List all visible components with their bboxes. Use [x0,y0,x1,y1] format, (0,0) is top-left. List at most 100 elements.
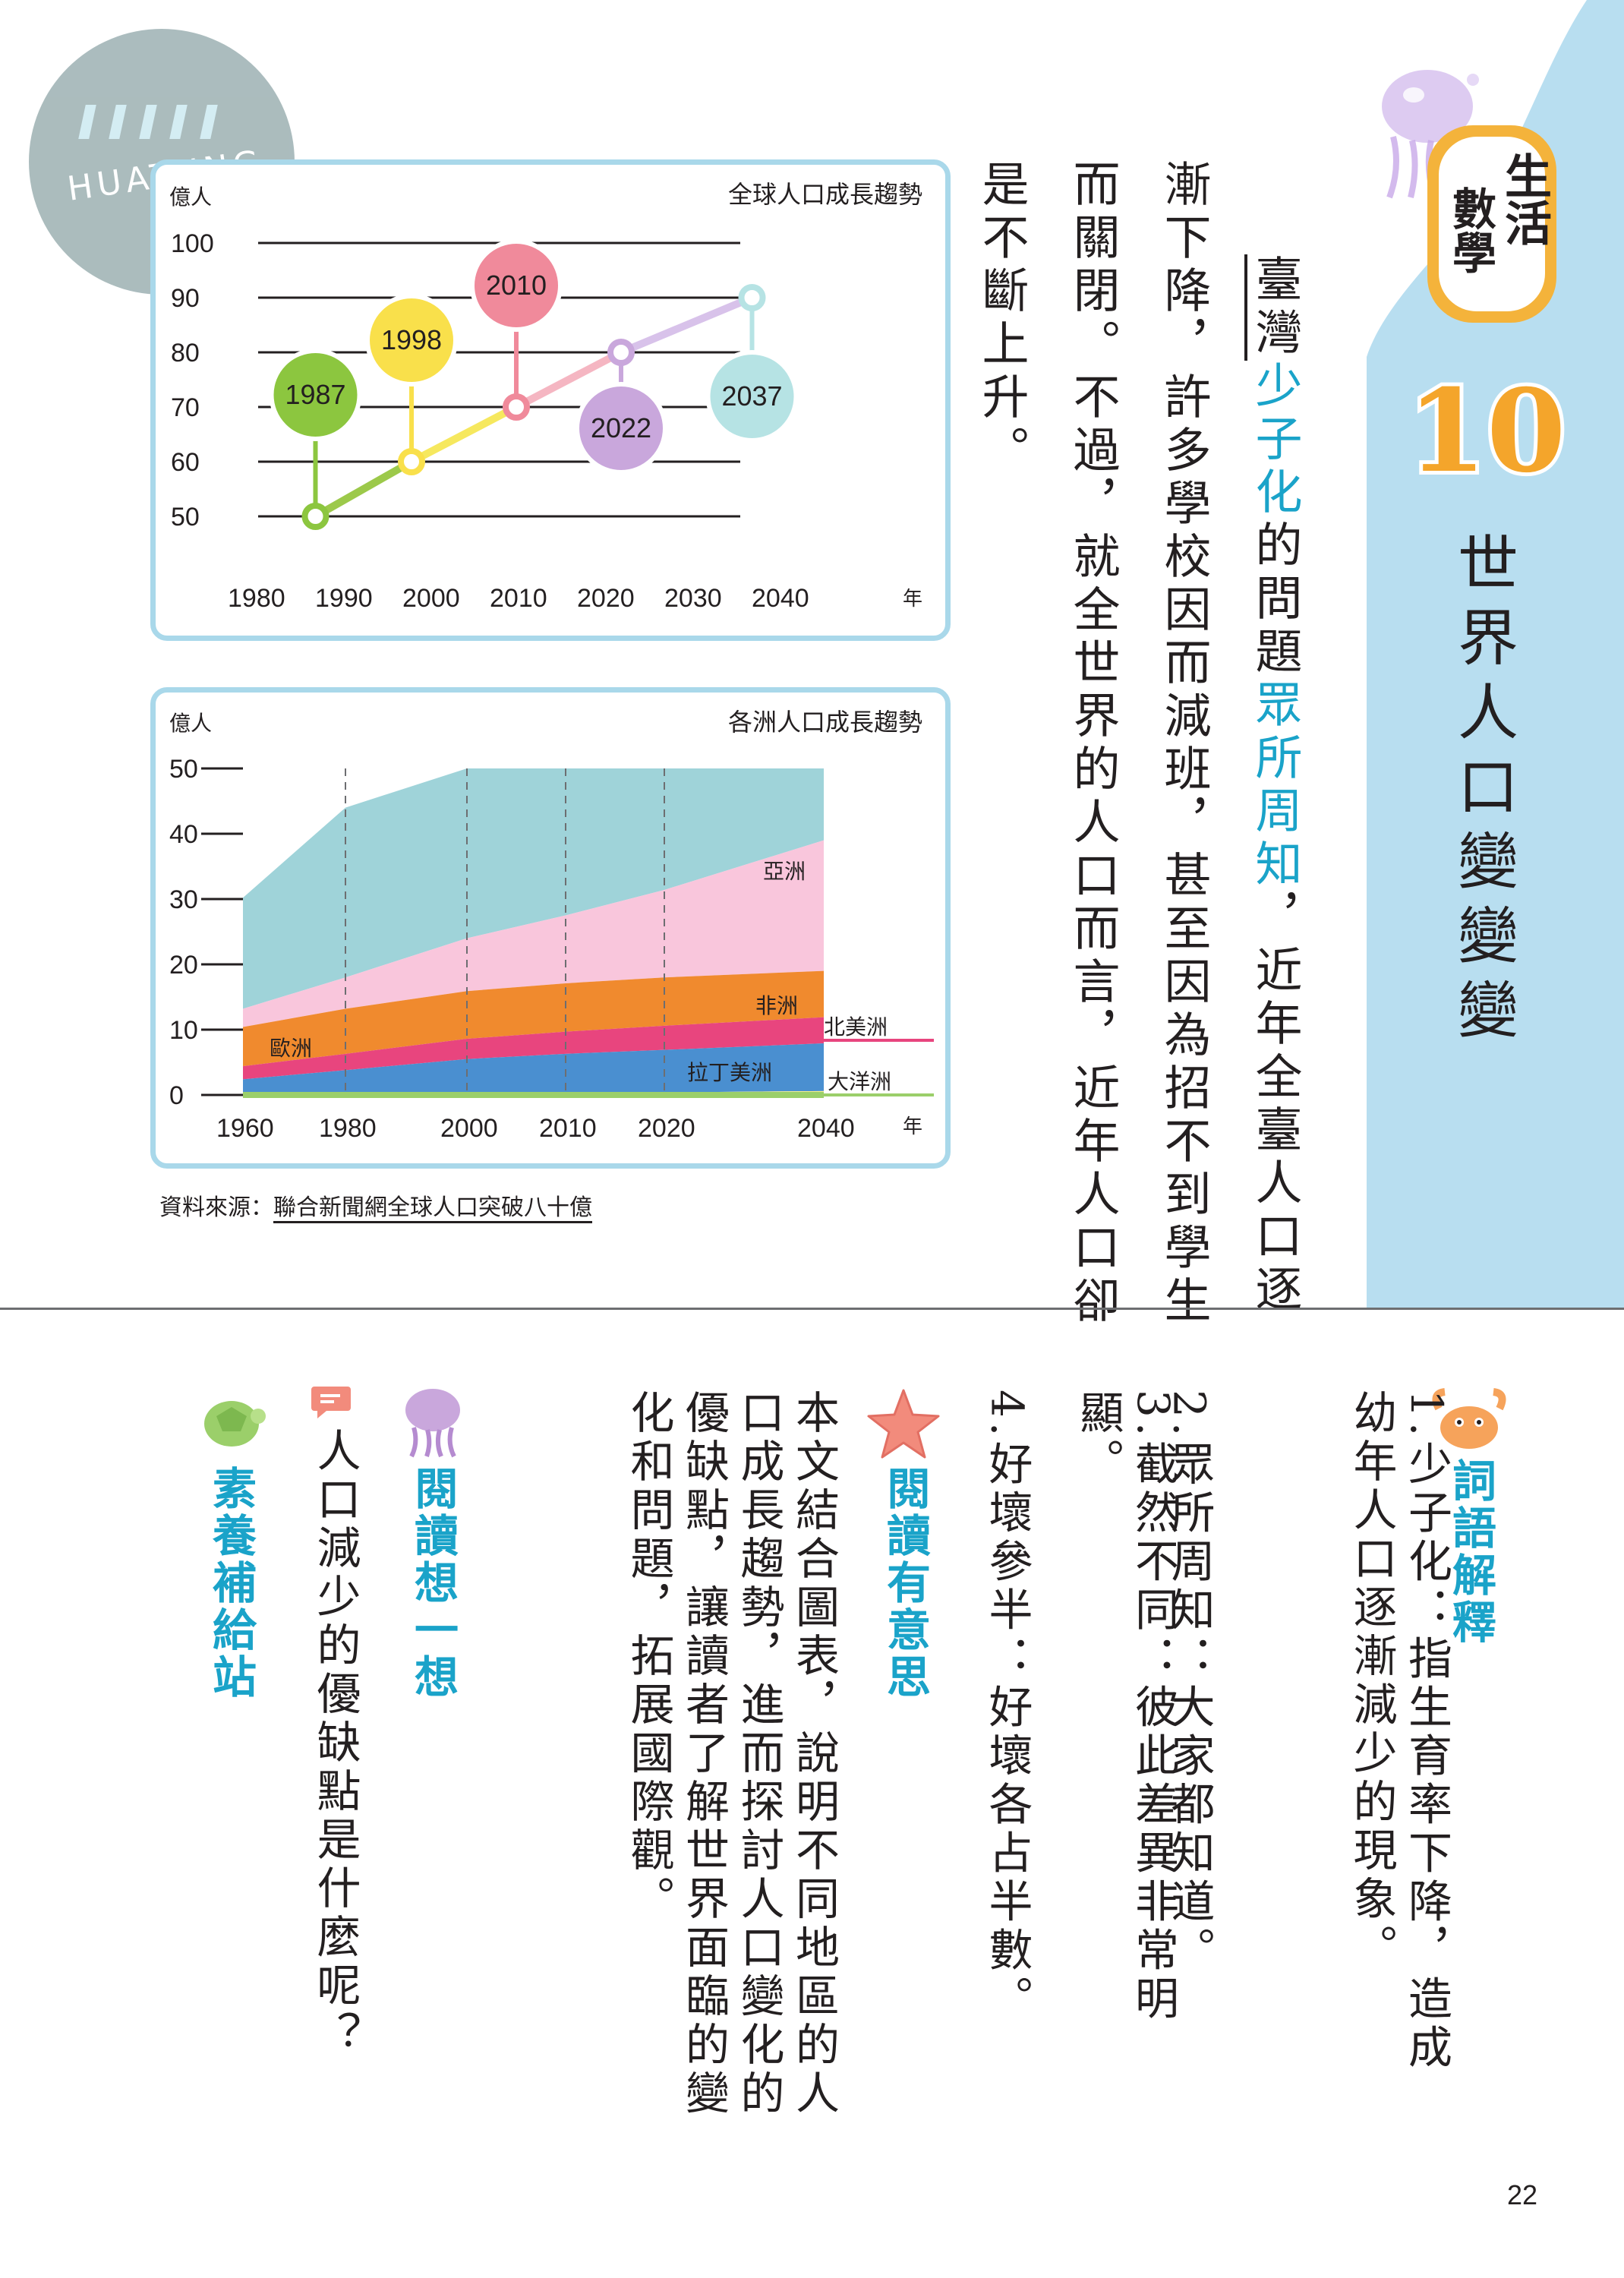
meaning-text: 本文結合圖表，說明不同地區的人口成長趨勢，進而探討人口變化的優缺點，讓讀者了解世… [623,1390,840,2119]
source-label: 資料來源： [159,1194,273,1221]
chart2-series-label-非洲: 非洲 [755,993,798,1018]
chart1-title: 全球人口成長趨勢 [728,180,922,209]
chart1-xtick-label: 1990 [315,584,373,613]
vocab-item-4: 4.好壞參半：好壞各占半數。 [979,1390,1035,2119]
chart1-ytick-label: 70 [171,393,200,422]
chart1-series-segment [512,349,625,411]
chart1-ylabel: 億人 [169,185,212,210]
jellyfish-small-icon [405,1389,460,1458]
text-col1-rest: ，近年全臺人口逐 [1247,892,1303,1317]
think-text: 人口減少的優缺點是什麼呢？ [309,1428,361,2059]
main-text-col1: 臺灣少子化的問題眾所周知，近年全臺人口逐 [1244,254,1304,1317]
chart2-ytick-label: 30 [169,885,198,914]
chart1-year-label: 1998 [381,324,442,355]
chart1-data-point [301,503,330,530]
chart1-year-label: 2022 [591,412,651,443]
chart2-series-label-大洋洲: 大洋洲 [828,1069,891,1094]
chart2-xtick-label: 1960 [216,1114,274,1143]
chart2-ytick-label: 20 [169,951,198,980]
chart2-xtick-label: 2020 [638,1114,695,1143]
vocab-def-1: 指生育率下降，造成幼年人口逐漸減少的現象。 [1345,1390,1453,2073]
vocab-heading: 詞語解釋 [1445,1458,1496,1646]
chart1-xlabel: 年 [903,588,922,611]
chart2-area-拉丁美洲 [243,1043,824,1094]
chart1-year-label: 2010 [486,270,547,301]
chart1-data-point [607,339,635,366]
badge-line1: 生活 [1496,152,1552,246]
chart1-ytick-label: 80 [171,339,200,368]
sidebar-background [1367,0,1624,1308]
meaning-heading: 閱讀有意思 [879,1466,931,1701]
chart1-ytick-label: 90 [171,284,200,313]
chart2-area-非洲 [243,840,824,1027]
chart2-area-亞洲 [243,768,824,1009]
chart1-xtick-label: 2020 [577,584,635,613]
chart1-series-segment [311,458,415,520]
chart1-year-bubble [575,382,667,475]
source-text: 聯合新聞網全球人口突破八十億 [273,1194,592,1223]
chart1-series-segment [617,294,756,356]
chart2-xtick-label: 1980 [319,1114,377,1143]
section-divider [0,1308,1624,1310]
page-number: 22 [1507,2179,1538,2210]
chart1-series-segment [408,403,520,465]
chart1-ytick-label: 100 [171,229,214,258]
chart1-xtick-label: 2040 [752,584,809,613]
chart1-year-bubble [470,239,563,332]
chart2-xtick-label: 2000 [440,1114,498,1143]
vocab-def-2: 大家都知道。 [1163,1683,1216,1976]
think-heading: 閱讀想一想 [407,1466,459,1701]
chart1-data-point [738,284,766,311]
text-taiwan: 臺灣 [1244,254,1303,361]
vocab-item-1: 1.少子化：指生育率下降，造成幼年人口逐漸減少的現象。 [1344,1390,1454,2119]
chart1-xtick-label: 2010 [490,584,547,613]
text-zhongsuozhouzhi: 眾所周知 [1247,680,1303,892]
vocab-def-3: 彼此差異非常明顯。 [1072,1390,1180,2024]
source-line: 資料來源：聯合新聞網全球人口突破八十億 [159,1188,592,1223]
chart2-xtick-label: 2010 [539,1114,597,1143]
main-text-col3: 而關閉。不過，就全世界的人口而言，近年人口卻 [1064,159,1121,1329]
chart1-year-bubble [365,294,458,387]
chart2-series-label-歐洲: 歐洲 [270,1036,312,1061]
vocab-term-3: 3.截然不同： [1127,1390,1179,1684]
continent-population-chart: 億人 各洲人口成長趨勢 年 0 10 20 30 40 50 1960 1980 2000 20… [169,708,934,1143]
chart2-ytick-label: 10 [169,1016,198,1045]
chart1-data-point [398,448,425,475]
chart1-data-point [503,393,530,421]
chart2-xtick-label: 2040 [797,1114,855,1143]
chart2-series-label-北美洲: 北美洲 [824,1014,888,1040]
chart2-ytick-label: 40 [169,820,198,849]
chart2-ytick-label: 0 [169,1081,184,1110]
lesson-number: 10 [1404,361,1570,502]
vocab-def-4: 好壞各占半數。 [981,1683,1033,2024]
lesson-title: 世界人口變變變 [1448,532,1518,1052]
vocab-item-2: 2.眾所周知：大家都知道。 [1162,1390,1217,2119]
badge-line2: 數學 [1445,186,1496,274]
chart2-ytick-label: 50 [169,755,198,784]
chart1-ytick-label: 60 [171,448,200,477]
chart1-xtick-label: 1980 [228,584,285,613]
global-population-chart: 億人 全球人口成長趨勢 年 1987 1998 2010 2022 2037 1980 1… [169,180,922,613]
vocab-term-2: 2.眾所周知： [1163,1390,1216,1684]
badge-inner [1439,137,1545,311]
chart1-ytick-label: 50 [171,503,200,532]
star-icon [867,1389,940,1459]
chart2-series-label-拉丁美洲: 拉丁美洲 [687,1060,772,1085]
chart1-xtick-label: 2000 [402,584,460,613]
main-text-col2: 漸下降，許多學校因而減班，甚至因為招不到學生 [1156,159,1212,1329]
vocab-item-3: 3.截然不同：彼此差異非常明顯。 [1071,1390,1181,2119]
chart1-xtick-label: 2030 [664,584,722,613]
chart2-title: 各洲人口成長趨勢 [728,708,922,737]
chart1-year-bubble [269,349,362,441]
crab-icon [1432,1388,1506,1449]
main-text-col4: 是不斷上升。 [973,159,1030,478]
vocab-term-1: 1.少子化： [1401,1390,1452,1636]
chart2-ylabel: 億人 [169,711,212,736]
jellyfish-icon [1382,70,1479,199]
chart2-xlabel: 年 [903,1115,922,1138]
chart1-year-label: 1987 [285,379,345,410]
text-wenti: 的問題 [1247,520,1303,680]
text-shaozihua: 少子化 [1247,361,1303,520]
chart2-series-label-亞洲: 亞洲 [763,859,806,884]
supply-heading: 素養補給站 [205,1466,257,1701]
